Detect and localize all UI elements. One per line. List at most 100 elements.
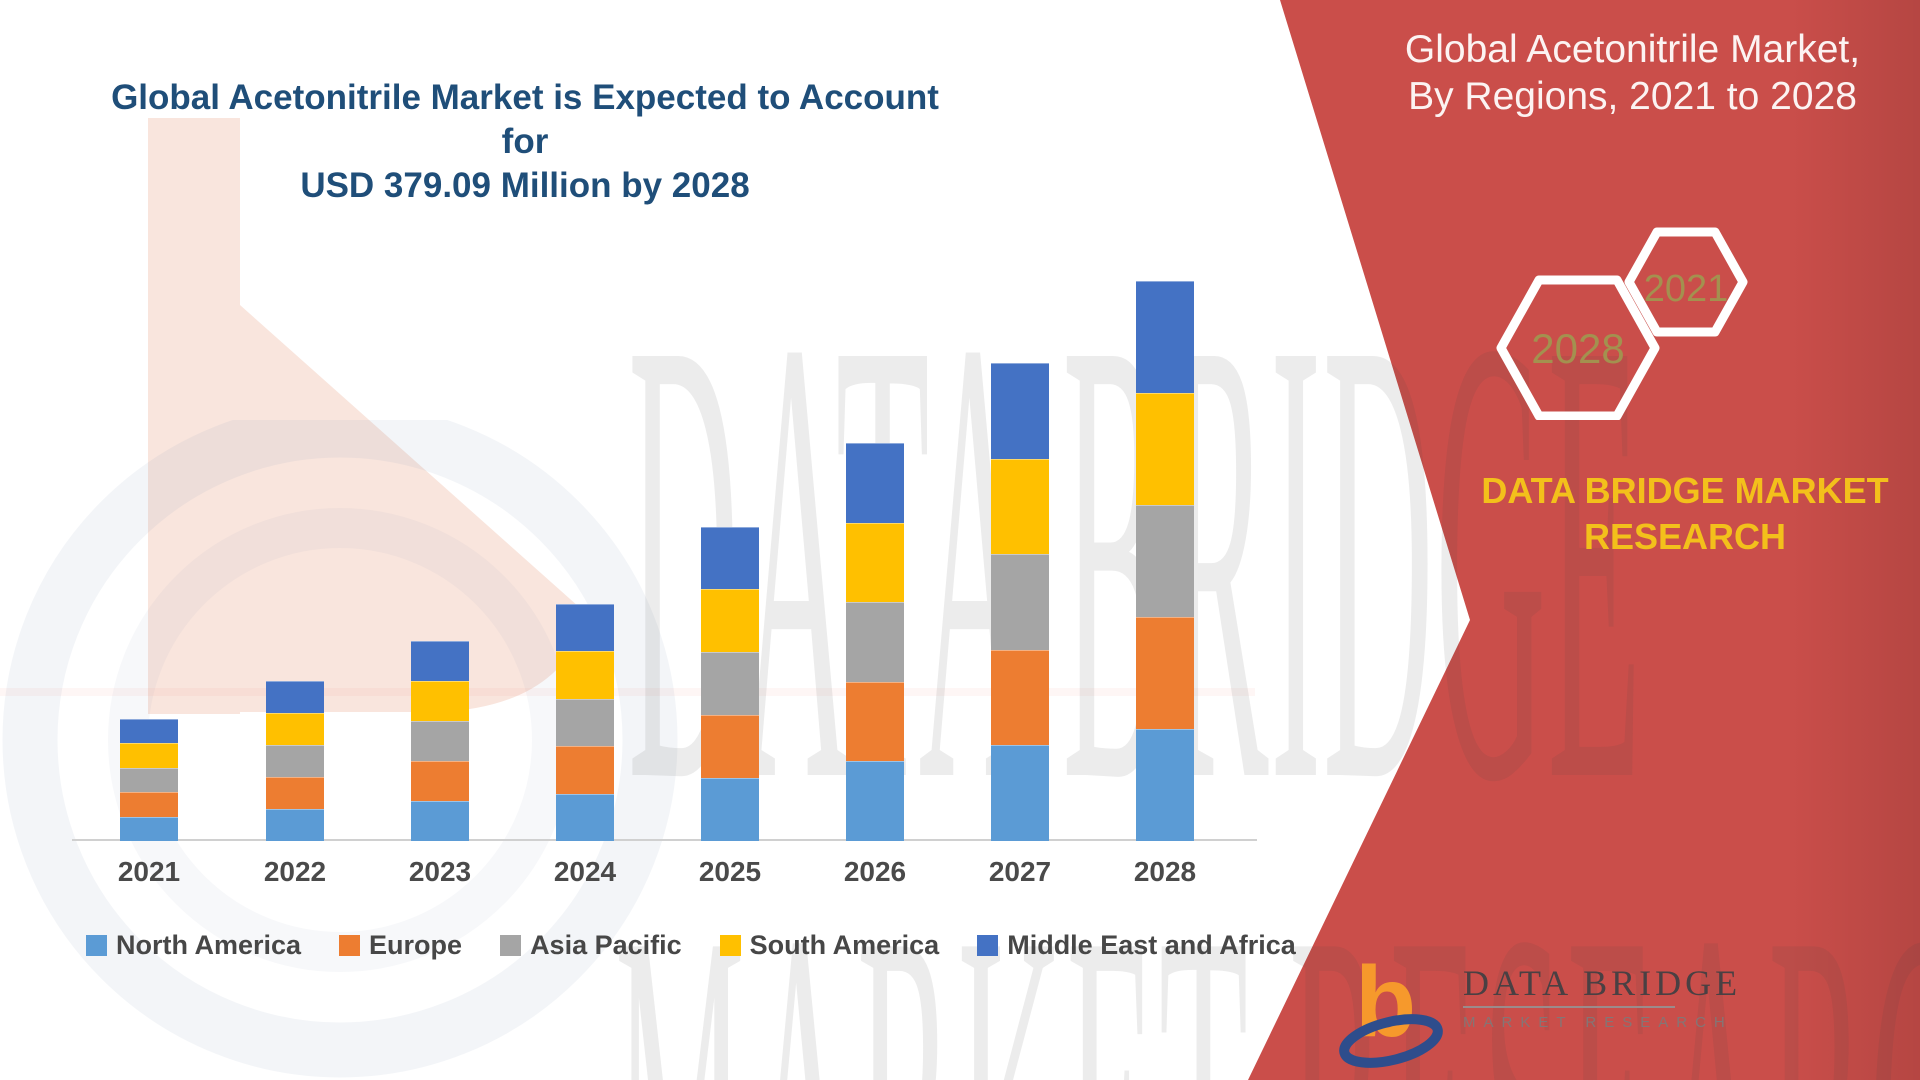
bar-segment-europe [701, 715, 759, 779]
bar-segment-europe [120, 792, 178, 817]
logo-tagline: MARKET RESEARCH [1463, 1014, 1733, 1031]
legend-swatch-icon [86, 935, 107, 956]
legend-swatch-icon [719, 935, 741, 956]
pink-stripe-watermark [0, 688, 1255, 696]
data-bridge-logo: b DATA BRIDGE MARKET RESEARCH [1337, 948, 1741, 1070]
bar-segment-europe [556, 746, 614, 794]
bar-segment-asia-pacific [991, 554, 1049, 650]
banner-heading: Global Acetonitrile Market, By Regions, … [1360, 26, 1905, 120]
x-axis-line [72, 839, 1257, 841]
x-axis-label-2022: 2022 [263, 856, 327, 887]
banner-heading-line2: By Regions, 2021 to 2028 [1408, 75, 1857, 118]
bar-segment-asia-pacific [846, 602, 904, 682]
bar-segment-middle-east-and-africa [991, 363, 1049, 459]
chart-title-line1: Global Acetonitrile Market is Expected t… [111, 78, 939, 161]
bar-segment-middle-east-and-africa [411, 641, 469, 681]
bar-segment-south-america [266, 712, 324, 745]
bar-2028 [1136, 281, 1194, 841]
bar-segment-asia-pacific [266, 744, 324, 777]
legend-item-north-america: North America [86, 930, 301, 961]
logo-name: DATA BRIDGE [1463, 963, 1742, 1003]
hexagon-year-badges: 2028 2021 [1496, 227, 1748, 420]
bar-segment-europe [1136, 617, 1194, 729]
banner-brand-caption-line1: DATA BRIDGE MARKET [1481, 470, 1889, 511]
bar-segment-south-america [1136, 393, 1194, 505]
bar-segment-europe [266, 776, 324, 809]
hexagon-2028-label: 2028 [1531, 325, 1624, 372]
bar-2022 [266, 680, 324, 841]
logo-b-watermark [148, 118, 588, 714]
legend-label: Middle East and Africa [1007, 930, 1296, 960]
bar-segment-asia-pacific [411, 721, 469, 761]
chart-legend: North America Europe Asia Pacific South Ame… [86, 930, 1296, 961]
bar-segment-middle-east-and-africa [120, 719, 178, 744]
hexagon-2028-outline [1496, 275, 1660, 420]
bar-segment-asia-pacific [120, 767, 178, 793]
banner-heading-line1: Global Acetonitrile Market, [1404, 28, 1861, 71]
chart-title: Global Acetonitrile Market is Expected t… [105, 76, 945, 208]
bar-segment-asia-pacific [1136, 505, 1194, 617]
bar-2025 [701, 526, 759, 841]
bar-segment-north-america [411, 801, 469, 841]
watermark-text-line2: MARKET RESEARCH [615, 845, 1920, 1080]
legend-item-asia-pacific: Asia Pacific [500, 930, 682, 961]
logo-rule [1463, 1006, 1675, 1008]
bar-2026 [846, 443, 904, 841]
legend-label: North America [116, 930, 302, 960]
bar-segment-north-america [701, 778, 759, 841]
bar-segment-middle-east-and-africa [556, 604, 614, 652]
bar-segment-middle-east-and-africa [846, 443, 904, 523]
bar-2021 [120, 719, 178, 841]
banner-brand-caption-line2: RESEARCH [1583, 516, 1787, 557]
bar-segment-north-america [120, 816, 178, 841]
legend-item-middle-east-and-africa: Middle East and Africa [977, 930, 1296, 961]
legend-item-europe: Europe [339, 930, 462, 961]
bar-segment-north-america [1136, 729, 1194, 841]
data-bridge-logo-icon: b [1339, 948, 1443, 1068]
x-axis-label-2026: 2026 [843, 856, 907, 887]
bar-segment-middle-east-and-africa [1136, 281, 1194, 393]
bar-segment-middle-east-and-africa [266, 680, 324, 713]
chart-title-line2: USD 379.09 Million by 2028 [300, 166, 750, 205]
bar-segment-north-america [846, 761, 904, 841]
legend-label: South America [749, 930, 940, 960]
x-axis-label-2024: 2024 [553, 856, 617, 887]
bar-segment-south-america [120, 743, 178, 768]
bar-segment-south-america [556, 651, 614, 699]
bar-segment-south-america [411, 681, 469, 721]
bar-segment-asia-pacific [556, 698, 614, 747]
x-axis-label-2025: 2025 [698, 856, 762, 887]
bar-2024 [556, 604, 614, 841]
legend-label: Europe [369, 930, 463, 960]
bar-2023 [411, 641, 469, 841]
bar-segment-north-america [556, 793, 614, 841]
bar-segment-north-america [991, 745, 1049, 841]
bar-segment-south-america [991, 458, 1049, 555]
x-axis-label-2027: 2027 [988, 856, 1052, 887]
bar-segment-north-america [266, 808, 324, 841]
watermark-text-line1: DATA BRIDGE [628, 206, 1643, 914]
x-axis-label-2028: 2028 [1133, 856, 1197, 887]
legend-item-south-america: South America [719, 930, 940, 961]
logo-swoosh [1339, 1014, 1443, 1068]
legend-swatch-icon [339, 935, 361, 956]
bar-segment-europe [991, 649, 1049, 746]
bar-segment-south-america [701, 589, 759, 653]
bar-segment-europe [411, 761, 469, 801]
x-axis-label-2021: 2021 [117, 856, 181, 887]
hexagon-2021-outline [1624, 227, 1748, 337]
logo-monogram: b [1355, 948, 1416, 1058]
bar-segment-europe [846, 681, 904, 762]
banner-brand-caption: DATA BRIDGE MARKET RESEARCH [1470, 468, 1900, 560]
bar-2027 [991, 363, 1049, 841]
bar-segment-asia-pacific [701, 652, 759, 716]
hexagon-2021-label: 2021 [1644, 268, 1729, 310]
legend-swatch-icon [977, 935, 999, 956]
legend-label: Asia Pacific [530, 930, 682, 960]
bar-segment-south-america [846, 522, 904, 603]
bar-segment-middle-east-and-africa [701, 526, 759, 590]
legend-swatch-icon [500, 935, 522, 956]
